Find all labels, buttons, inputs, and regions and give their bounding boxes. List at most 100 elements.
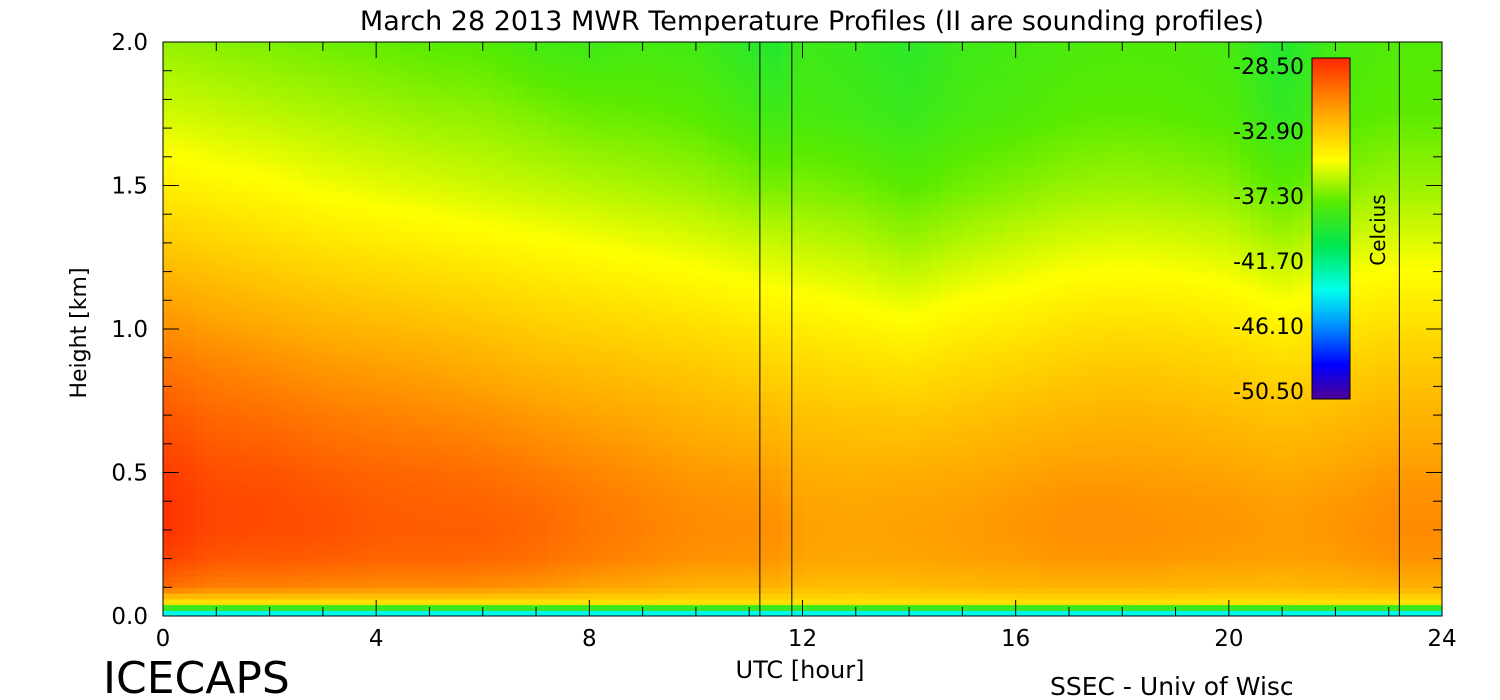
heatmap-cell	[599, 139, 612, 146]
heatmap-cell	[194, 598, 207, 606]
heatmap-cell	[440, 432, 452, 439]
heatmap-cell	[226, 248, 239, 255]
heatmap-cell	[653, 116, 665, 123]
heatmap-cell	[216, 466, 228, 474]
heatmap-cell	[237, 122, 249, 129]
heatmap-cell	[674, 300, 686, 307]
heatmap-cell	[610, 254, 622, 261]
heatmap-cell	[621, 191, 633, 198]
heatmap-cell	[333, 409, 345, 416]
heatmap-cell	[258, 329, 271, 336]
heatmap-cell	[610, 380, 622, 387]
heatmap-cell	[248, 122, 260, 129]
heatmap-cell	[301, 294, 313, 301]
heatmap-cell	[440, 392, 452, 399]
heatmap-cell	[642, 70, 654, 78]
heatmap-cell	[408, 242, 420, 250]
heatmap-cell	[216, 42, 228, 49]
heatmap-cell	[440, 489, 452, 497]
heatmap-cell	[376, 277, 388, 284]
heatmap-cell	[621, 357, 633, 365]
heatmap-cell	[663, 133, 676, 141]
heatmap-cell	[216, 248, 228, 255]
heatmap-cell	[333, 483, 345, 491]
heatmap-cell	[674, 472, 686, 479]
heatmap-cell	[333, 76, 345, 83]
heatmap-cell	[258, 552, 271, 560]
heatmap-cell	[408, 329, 420, 336]
heatmap-cell	[685, 208, 697, 215]
heatmap-cell	[472, 604, 484, 611]
heatmap-cell	[163, 478, 175, 485]
heatmap-cell	[482, 277, 495, 284]
heatmap-cell	[429, 438, 441, 445]
heatmap-cell	[610, 70, 622, 78]
heatmap-cell	[472, 271, 484, 278]
heatmap-cell	[685, 334, 697, 342]
heatmap-cell	[216, 254, 228, 261]
heatmap-cell	[589, 535, 601, 542]
heatmap-cell	[621, 128, 633, 135]
heatmap-cell	[354, 82, 367, 89]
heatmap-cell	[290, 438, 303, 445]
heatmap-cell	[557, 593, 569, 600]
heatmap-cell	[631, 82, 644, 89]
heatmap-cell	[461, 93, 473, 100]
heatmap-cell	[440, 564, 452, 571]
heatmap-cell	[589, 506, 601, 514]
heatmap-cell	[269, 587, 281, 594]
heatmap-cell	[461, 242, 473, 250]
heatmap-cell	[514, 133, 526, 141]
heatmap-cell	[546, 128, 558, 135]
heatmap-cell	[312, 122, 324, 129]
heatmap-cell	[546, 529, 558, 537]
heatmap-cell	[461, 575, 473, 583]
heatmap-cell	[258, 432, 271, 439]
heatmap-cell	[418, 380, 431, 387]
heatmap-cell	[386, 214, 399, 221]
heatmap-cell	[674, 128, 686, 135]
heatmap-cell	[621, 288, 633, 296]
heatmap-cell	[461, 334, 473, 342]
heatmap-cell	[354, 455, 367, 462]
heatmap-cell	[365, 340, 377, 347]
heatmap-cell	[237, 564, 249, 571]
heatmap-cell	[322, 265, 335, 273]
heatmap-cell	[301, 191, 313, 198]
heatmap-cell	[184, 311, 196, 319]
heatmap-cell	[216, 242, 228, 250]
heatmap-cell	[482, 133, 495, 141]
heatmap-cell	[184, 82, 196, 89]
heatmap-cell	[642, 242, 654, 250]
heatmap-cell	[365, 334, 377, 342]
heatmap-cell	[557, 472, 569, 479]
heatmap-cell	[525, 340, 537, 347]
heatmap-cell	[376, 202, 388, 210]
heatmap-cell	[429, 610, 441, 616]
heatmap-cell	[333, 575, 345, 583]
heatmap-cell	[461, 260, 473, 267]
heatmap-cell	[194, 449, 207, 456]
heatmap-cell	[216, 524, 228, 531]
heatmap-cell	[440, 64, 452, 72]
heatmap-cell	[621, 99, 633, 106]
heatmap-cell	[184, 334, 196, 342]
heatmap-cell	[333, 593, 345, 600]
heatmap-cell	[248, 443, 260, 451]
heatmap-cell	[621, 334, 633, 342]
heatmap-cell	[301, 271, 313, 278]
heatmap-cell	[514, 518, 526, 525]
heatmap-cell	[397, 397, 409, 405]
heatmap-cell	[322, 501, 335, 508]
heatmap-cell	[568, 564, 580, 571]
heatmap-cell	[642, 575, 654, 583]
heatmap-cell	[493, 231, 505, 238]
heatmap-cell	[482, 374, 495, 382]
heatmap-cell	[440, 535, 452, 542]
heatmap-cell	[642, 156, 654, 164]
heatmap-cell	[621, 397, 633, 405]
heatmap-cell	[333, 174, 345, 181]
heatmap-cell	[194, 254, 207, 261]
heatmap-cell	[269, 329, 281, 336]
heatmap-cell	[344, 374, 356, 382]
